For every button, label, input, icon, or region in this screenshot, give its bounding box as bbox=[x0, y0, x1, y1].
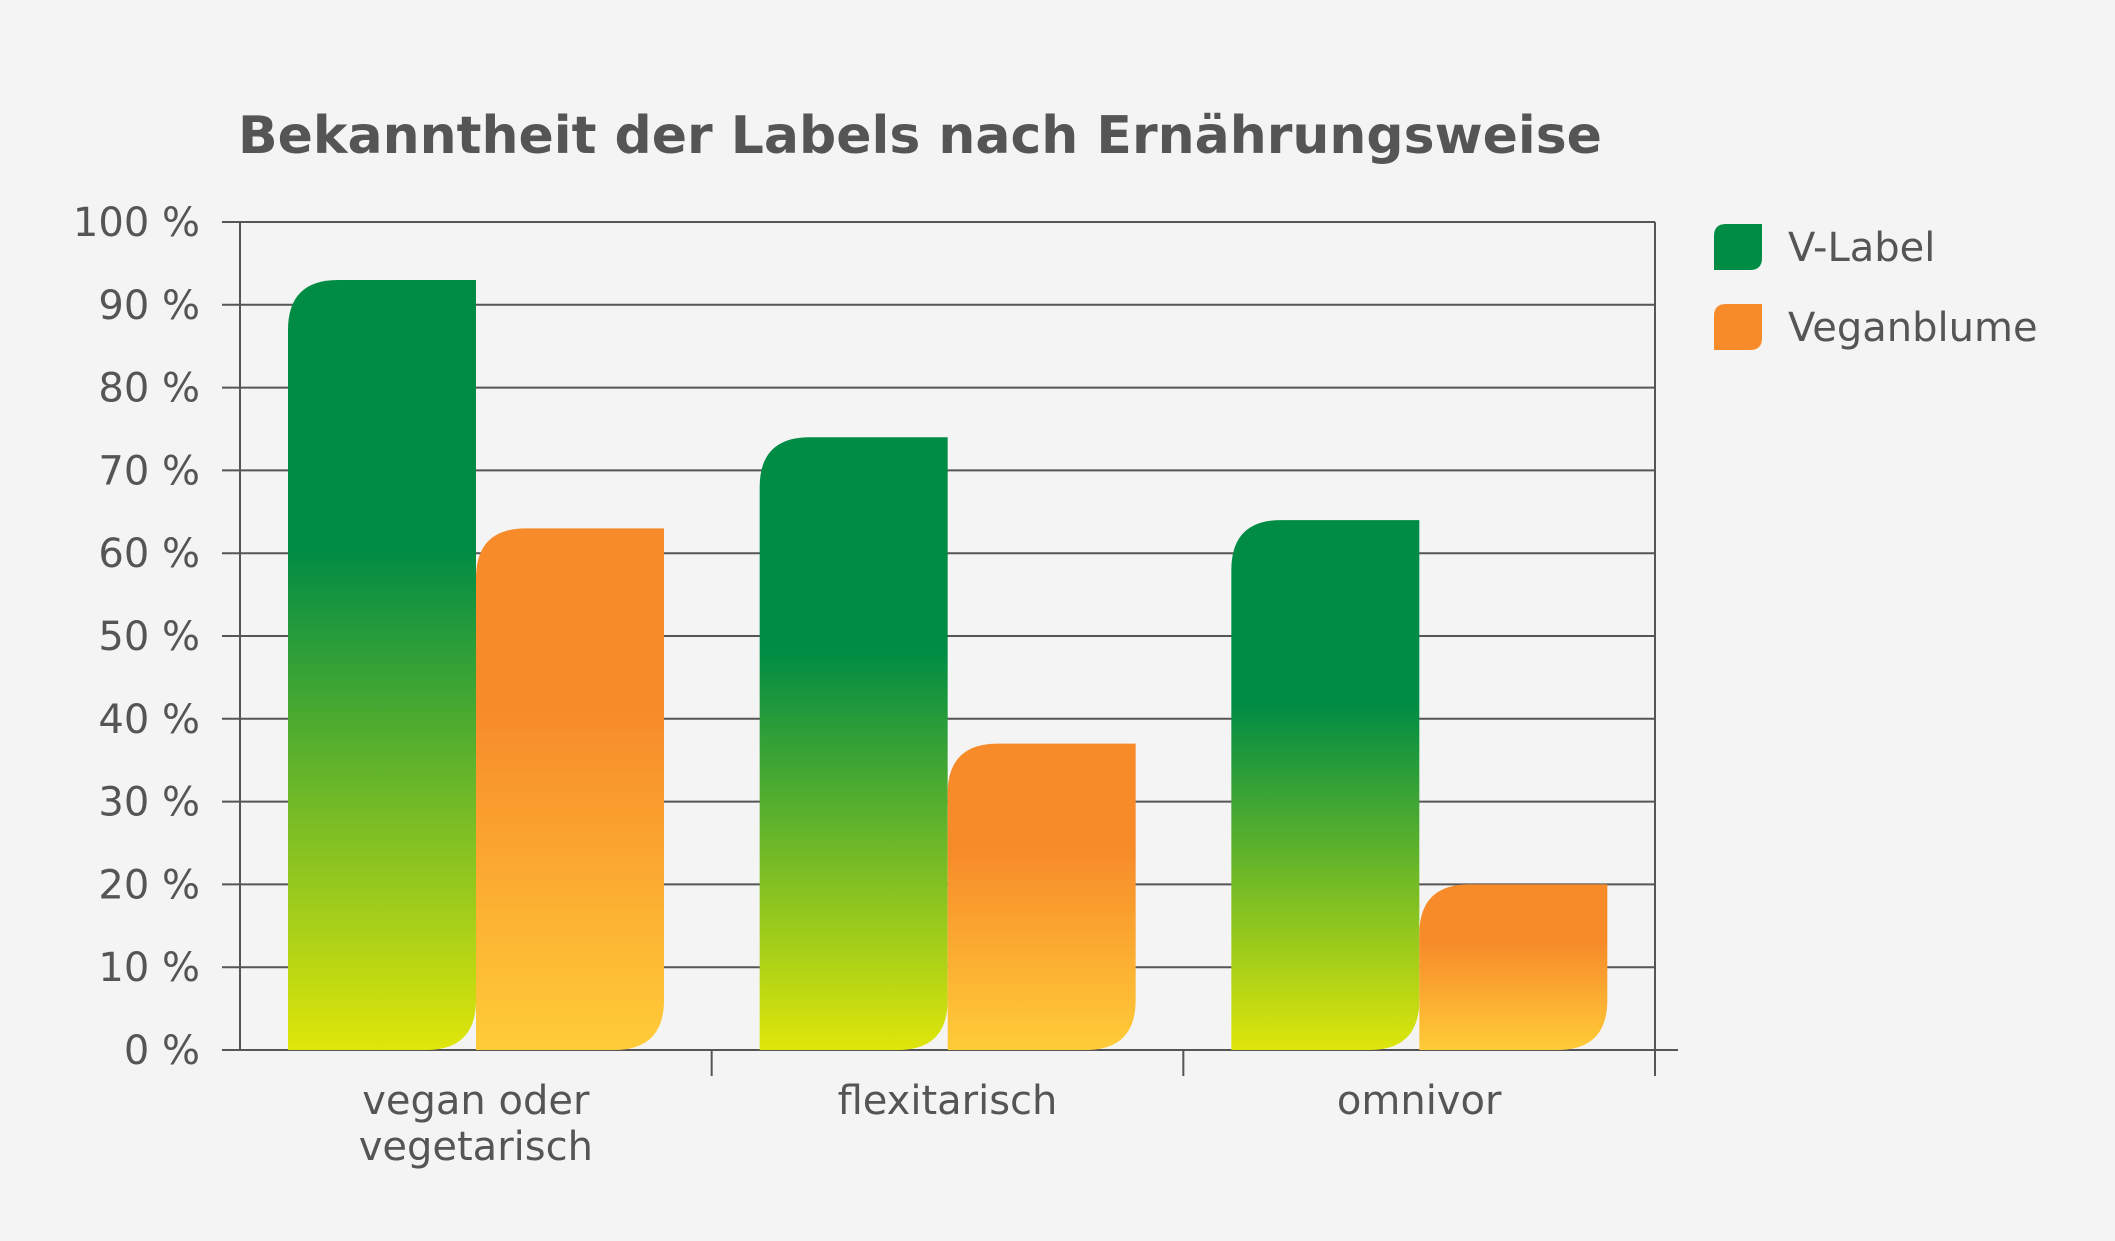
legend-swatch bbox=[1714, 304, 1762, 350]
y-tick-label: 50 % bbox=[98, 614, 200, 660]
bars bbox=[288, 279, 1608, 1051]
x-category-label: vegetarisch bbox=[359, 1124, 593, 1170]
x-category-label: flexitarisch bbox=[838, 1078, 1058, 1124]
legend-swatch bbox=[1714, 224, 1762, 270]
legend: V-Label Veganblume bbox=[1714, 224, 2038, 351]
y-tick-label: 40 % bbox=[98, 697, 200, 743]
legend-label: V-Label bbox=[1788, 225, 1935, 271]
y-axis-ticks: 0 % 10 % 20 % 30 % 40 % 50 % 60 % 70 % 80 % 90 % 1… bbox=[73, 200, 200, 1074]
axes bbox=[239, 222, 1656, 1076]
y-tick-label: 100 % bbox=[73, 200, 200, 246]
bar-veganblume-2 bbox=[947, 743, 1136, 1050]
x-category-label: omnivor bbox=[1337, 1078, 1502, 1124]
bar-v-label-2 bbox=[759, 437, 948, 1050]
y-tick-label: 20 % bbox=[98, 862, 200, 908]
chart-title: Bekanntheit der Labels nach Ernährungswe… bbox=[238, 106, 1602, 166]
y-tick-label: 0 % bbox=[124, 1028, 200, 1074]
bar-v-label-1 bbox=[288, 279, 476, 1051]
bar-veganblume-1 bbox=[476, 528, 664, 1050]
x-category-label: vegan oder bbox=[362, 1078, 590, 1124]
y-tick-label: 80 % bbox=[98, 366, 200, 412]
bar-v-label-3 bbox=[1231, 520, 1420, 1050]
y-tick-label: 10 % bbox=[98, 945, 200, 991]
legend-label: Veganblume bbox=[1788, 305, 2038, 351]
y-tick-label: 30 % bbox=[98, 780, 200, 826]
y-tick-label: 70 % bbox=[98, 448, 200, 494]
y-tick-label: 90 % bbox=[98, 283, 200, 329]
bar-veganblume-3 bbox=[1419, 884, 1608, 1050]
y-tick-label: 60 % bbox=[98, 531, 200, 577]
